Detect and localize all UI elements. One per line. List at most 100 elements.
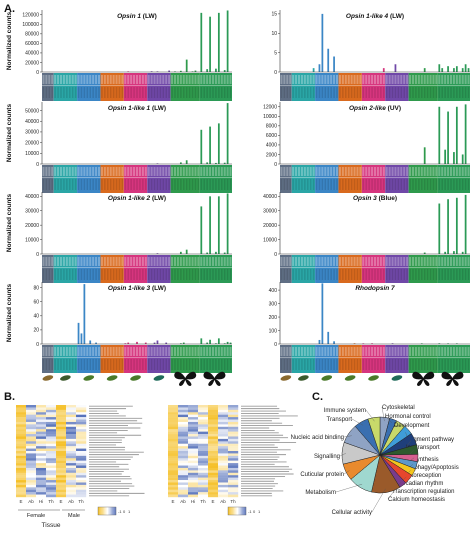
strip-cell (368, 167, 371, 176)
strip-cell-lower (63, 359, 65, 370)
strip-cell-lower (295, 179, 297, 190)
strip-cell-lower (77, 269, 80, 280)
strip-cell-lower (283, 269, 286, 280)
heatmap-cell (198, 419, 209, 423)
strip-cell (124, 347, 127, 356)
tissue-label: Tissue (42, 522, 61, 529)
heatmap-cell (228, 458, 239, 461)
heatmap-cell (66, 441, 77, 444)
heatmap-cell (66, 458, 77, 461)
strip-cell-lower (467, 359, 470, 370)
heatmap-cell (66, 429, 77, 432)
strip-cell-lower (86, 179, 89, 190)
strip-cell (344, 347, 347, 356)
strip-cell (286, 257, 289, 266)
strip-cell-lower (197, 269, 200, 280)
strip-cell-lower (145, 87, 147, 98)
strip-cell-lower (415, 269, 417, 280)
heatmap-cell (26, 431, 37, 435)
strip-cell (229, 347, 232, 356)
heatmap-cell (228, 448, 239, 452)
strip-cell (97, 75, 101, 84)
heatmap-cell (76, 407, 87, 411)
strip-cell (455, 347, 458, 356)
heatmap-cell (66, 480, 77, 483)
strip-cell-lower (89, 179, 91, 190)
strip-cell (62, 75, 65, 84)
strip-cell (130, 167, 133, 176)
strip-cell-lower (388, 87, 391, 98)
strip-cell-lower (174, 179, 176, 190)
heatmap-cell (76, 409, 87, 413)
pie-label: Cellular activity (332, 510, 372, 516)
heatmap-cell (56, 487, 67, 490)
sample-strip-segment (385, 165, 409, 193)
strip-cell-lower (191, 269, 194, 280)
bar (333, 56, 335, 72)
bar (156, 163, 159, 164)
strip-cell-lower (426, 87, 429, 98)
strip-cell (414, 347, 417, 356)
y-tick-label: 0 (36, 342, 39, 348)
strip-cell-lower (136, 269, 138, 280)
strip-cell-lower (383, 269, 385, 280)
strip-cell-lower (423, 179, 426, 190)
heatmap-cell (218, 441, 229, 444)
strip-cell (280, 75, 283, 84)
strip-cell-lower (130, 359, 132, 370)
bar (127, 342, 130, 344)
strip-cell-lower (48, 87, 51, 98)
heatmap-cell (66, 417, 77, 420)
strip-cell-lower (142, 359, 144, 370)
legend-tick: -1 (118, 509, 122, 514)
strip-cell (373, 347, 377, 356)
sample-strip-segment (199, 255, 232, 283)
heatmap-cell (36, 441, 47, 444)
strip-cell (200, 167, 203, 176)
y-tick-label: 20 (33, 328, 39, 334)
bar (217, 12, 220, 72)
strip-cell (371, 167, 374, 176)
strip-cell (65, 347, 68, 356)
bar (455, 66, 458, 72)
strip-cell (226, 167, 229, 176)
heatmap-cell (76, 417, 87, 420)
strip-cell (280, 257, 283, 266)
strip-cell (147, 347, 150, 356)
pie-label: Autophagy/Apoptosis (402, 465, 459, 471)
strip-cell-lower (130, 269, 132, 280)
heatmap-cell (178, 446, 189, 449)
strip-cell-lower (374, 179, 376, 190)
strip-cell-lower (156, 179, 159, 190)
strip-cell-lower (438, 87, 441, 98)
strip-cell (57, 75, 60, 84)
heatmap-cell (198, 429, 209, 432)
heatmap-cell (208, 407, 219, 411)
strip-cell (188, 167, 191, 176)
heatmap-cell (56, 477, 67, 481)
strip-cell (112, 257, 115, 266)
legend-swatch (111, 507, 113, 515)
strip-cell-lower (107, 87, 109, 98)
heatmap-cell (26, 494, 37, 498)
strip-cell-lower (409, 269, 411, 280)
strip-cell-lower (57, 359, 59, 370)
y-tick-label: 0 (274, 70, 277, 76)
strip-cell-lower (450, 87, 452, 98)
legend-swatch (242, 507, 244, 515)
strip-cell-lower (456, 269, 458, 280)
strip-cell-lower (374, 269, 376, 280)
strip-cell (409, 347, 412, 356)
bar (215, 251, 217, 254)
strip-cell (417, 75, 420, 84)
heatmap-cell (26, 480, 37, 483)
strip-cell-lower (280, 87, 283, 98)
strip-cell-lower (209, 179, 211, 190)
strip-cell (89, 167, 92, 176)
bar-chart-1: 020000400006000080000100000120000Normali… (6, 10, 232, 101)
column-label: E (59, 499, 62, 504)
heatmap-cell (46, 455, 57, 459)
strip-cell (83, 257, 86, 266)
strip-cell (92, 75, 95, 84)
